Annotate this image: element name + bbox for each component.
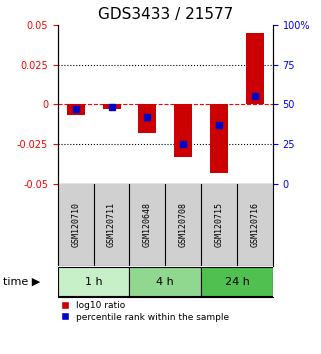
Bar <box>67 104 85 115</box>
Text: GSM120716: GSM120716 <box>250 202 259 247</box>
Legend: log10 ratio, percentile rank within the sample: log10 ratio, percentile rank within the … <box>58 297 233 325</box>
Bar <box>246 33 264 104</box>
Text: GSM120710: GSM120710 <box>71 202 80 247</box>
Bar <box>103 104 120 109</box>
Text: 4 h: 4 h <box>156 276 174 286</box>
Bar <box>174 104 192 157</box>
Bar <box>210 104 228 173</box>
Text: GSM120715: GSM120715 <box>214 202 224 247</box>
Bar <box>58 267 129 296</box>
Text: 24 h: 24 h <box>225 276 249 286</box>
Text: GSM120711: GSM120711 <box>107 202 116 247</box>
Text: 1 h: 1 h <box>85 276 102 286</box>
Title: GDS3433 / 21577: GDS3433 / 21577 <box>98 7 233 22</box>
Text: GSM120648: GSM120648 <box>143 202 152 247</box>
Text: time ▶: time ▶ <box>3 276 40 286</box>
Bar <box>201 267 273 296</box>
Bar <box>138 104 156 133</box>
Text: GSM120708: GSM120708 <box>179 202 188 247</box>
Bar <box>129 267 201 296</box>
